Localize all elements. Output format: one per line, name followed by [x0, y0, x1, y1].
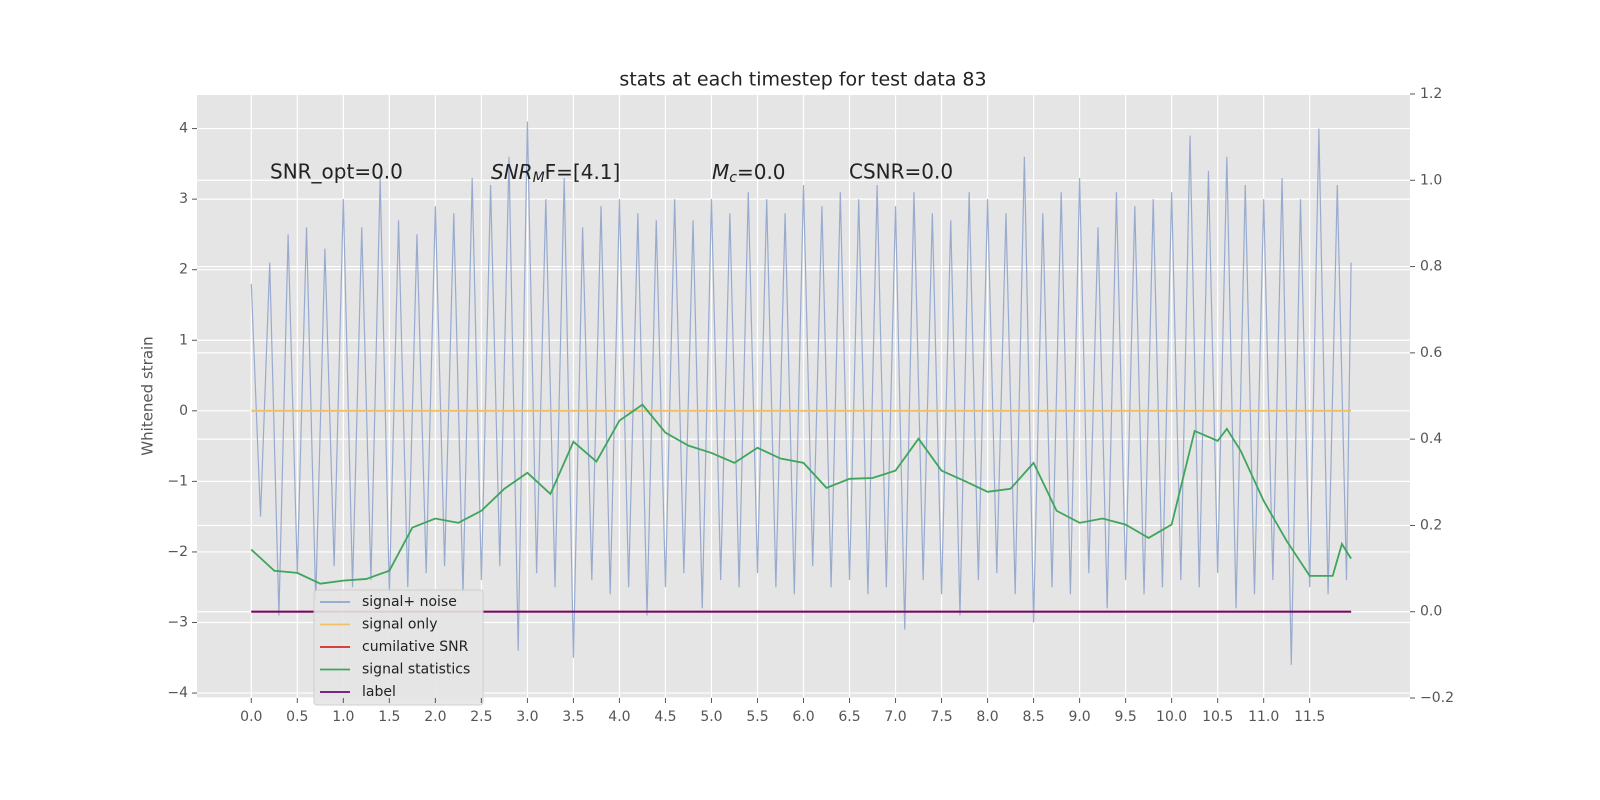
x-tick-label: 1.0 — [332, 709, 354, 725]
x-tick-label: 2.5 — [470, 709, 492, 725]
annotation: SNR_opt=0.0 — [270, 160, 403, 184]
x-tick-label: 7.0 — [884, 709, 906, 725]
x-tick-label: 11.5 — [1294, 709, 1325, 725]
y2-tick-label: 0.0 — [1420, 604, 1442, 620]
y-tick-label: 1 — [179, 332, 188, 348]
legend-label: label — [362, 684, 396, 700]
annotation-base: M — [712, 160, 729, 184]
y-tick-label: 4 — [179, 121, 188, 137]
series-line — [250, 403, 1352, 585]
x-tick-label: 8.0 — [976, 709, 998, 725]
x-tick-label: 4.5 — [654, 709, 676, 725]
y-tick-label: 0 — [179, 403, 188, 419]
x-tick-label: 9.5 — [1114, 709, 1136, 725]
x-tick-label: 6.5 — [838, 709, 860, 725]
x-tick-label: 6.0 — [792, 709, 814, 725]
y2-tick-label: −0.2 — [1420, 690, 1454, 706]
legend-label: signal statistics — [362, 662, 470, 678]
y-tick-label: 2 — [179, 262, 188, 278]
y2-tick-label: 0.6 — [1420, 345, 1442, 361]
x-tick-label: 10.0 — [1156, 709, 1187, 725]
x-tick-label: 3.0 — [516, 709, 538, 725]
x-tick-label: 9.0 — [1068, 709, 1090, 725]
x-tick-label: 11.0 — [1248, 709, 1279, 725]
y2-tick-label: 0.4 — [1420, 431, 1442, 447]
annotation-base: SNR — [491, 160, 533, 184]
annotation-sub: M — [533, 170, 545, 186]
annotation: CSNR=0.0 — [849, 160, 953, 184]
y2-tick-label: 1.0 — [1420, 172, 1442, 188]
y-tick-label: −3 — [167, 615, 188, 631]
x-tick-label: 7.5 — [930, 709, 952, 725]
series-line — [250, 121, 1352, 665]
annotation-tail: F=[4.1] — [545, 160, 621, 184]
y-tick-label: 3 — [179, 191, 188, 207]
legend-label: signal only — [362, 617, 437, 633]
x-tick-label: 5.5 — [746, 709, 768, 725]
annotation: SNRMF=[4.1] — [491, 160, 620, 187]
y-tick-label: −4 — [167, 685, 188, 701]
x-tick-label: 3.5 — [562, 709, 584, 725]
legend-label: cumilative SNR — [362, 639, 469, 655]
x-tick-label: 5.0 — [700, 709, 722, 725]
x-tick-label: 1.5 — [378, 709, 400, 725]
annotation-sub: c — [729, 170, 737, 186]
y-tick-label: −1 — [167, 473, 188, 489]
x-tick-label: 4.0 — [608, 709, 630, 725]
annotation-tail: =0.0 — [737, 160, 786, 184]
x-tick-label: 2.0 — [424, 709, 446, 725]
chart-title: stats at each timestep for test data 83 — [619, 69, 986, 91]
y2-tick-label: 1.2 — [1420, 86, 1442, 102]
y-tick-label: −2 — [167, 544, 188, 560]
x-tick-label: 0.5 — [286, 709, 308, 725]
y2-tick-label: 0.2 — [1420, 517, 1442, 533]
x-tick-label: 0.0 — [240, 709, 262, 725]
legend-box — [313, 589, 484, 706]
y-axis-label: Whitened strain — [139, 336, 157, 455]
annotation: Mc=0.0 — [712, 160, 786, 187]
y2-tick-label: 0.8 — [1420, 259, 1442, 275]
x-tick-label: 8.5 — [1022, 709, 1044, 725]
x-tick-label: 10.5 — [1202, 709, 1233, 725]
legend-label: signal+ noise — [362, 594, 457, 610]
